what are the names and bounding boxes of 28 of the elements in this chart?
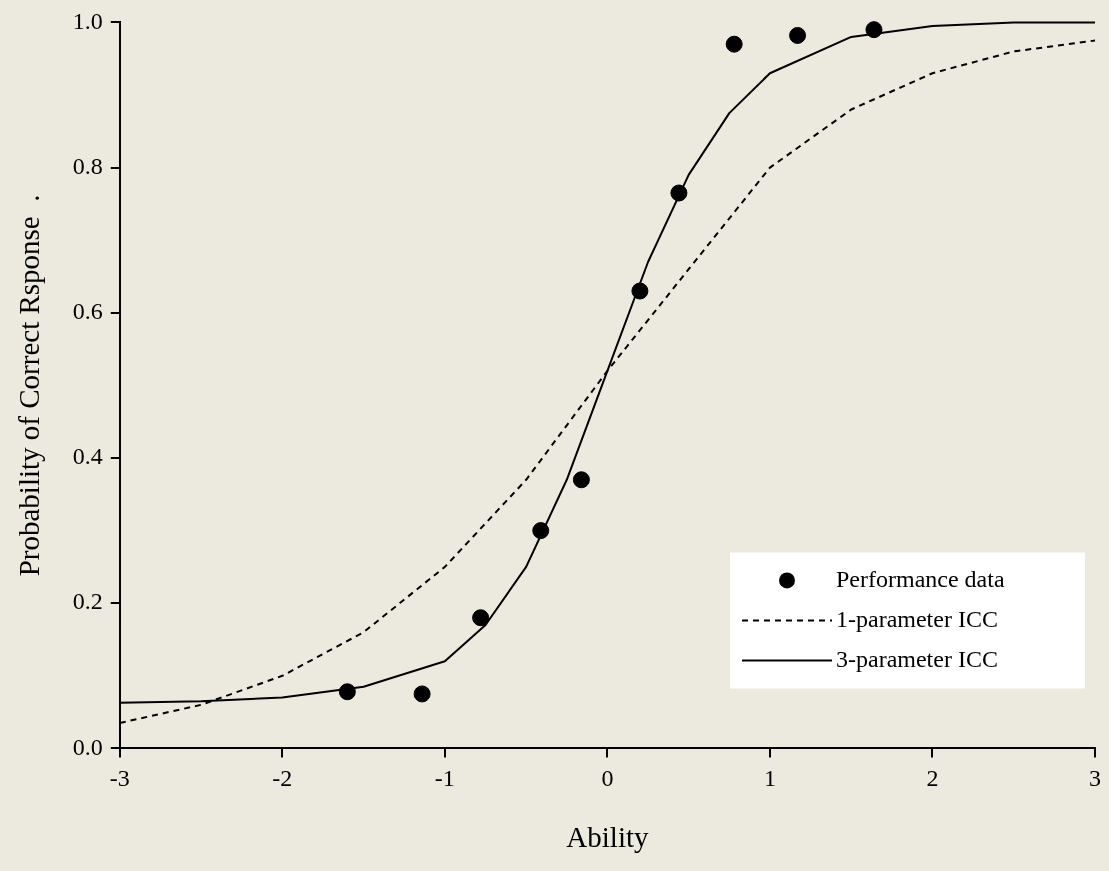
y-tick-label: 0.8: [72, 152, 103, 179]
x-tick-label: -2: [272, 765, 293, 792]
point: [631, 282, 649, 300]
x-tick-label: -3: [109, 765, 130, 792]
point: [725, 35, 743, 53]
x-tick-label: 0: [601, 765, 614, 792]
point: [472, 609, 490, 627]
y-tick-label: 1.0: [72, 7, 103, 34]
legend-label: 1-parameter ICC: [836, 605, 998, 632]
point: [865, 21, 883, 39]
y-tick-label: 0.6: [72, 298, 103, 325]
x-tick-label: 1: [763, 765, 776, 792]
y-tick-label: 0.2: [72, 588, 103, 615]
point: [572, 471, 590, 489]
x-tick-label: -1: [434, 765, 455, 792]
y-tick-label: 0.0: [72, 733, 103, 760]
point: [413, 685, 431, 703]
point: [670, 184, 688, 202]
y-tick-label: 0.4: [72, 443, 103, 470]
point: [338, 683, 356, 701]
y-axis-title: Probability of Correct Rsponse .: [13, 194, 46, 577]
legend-label: 3-parameter ICC: [836, 645, 998, 672]
legend-label: Performance data: [836, 565, 1005, 592]
point: [532, 522, 550, 540]
x-axis-title: Ability: [566, 821, 649, 854]
point: [789, 26, 807, 44]
x-tick-label: 2: [926, 765, 939, 792]
x-tick-label: 3: [1089, 765, 1101, 792]
